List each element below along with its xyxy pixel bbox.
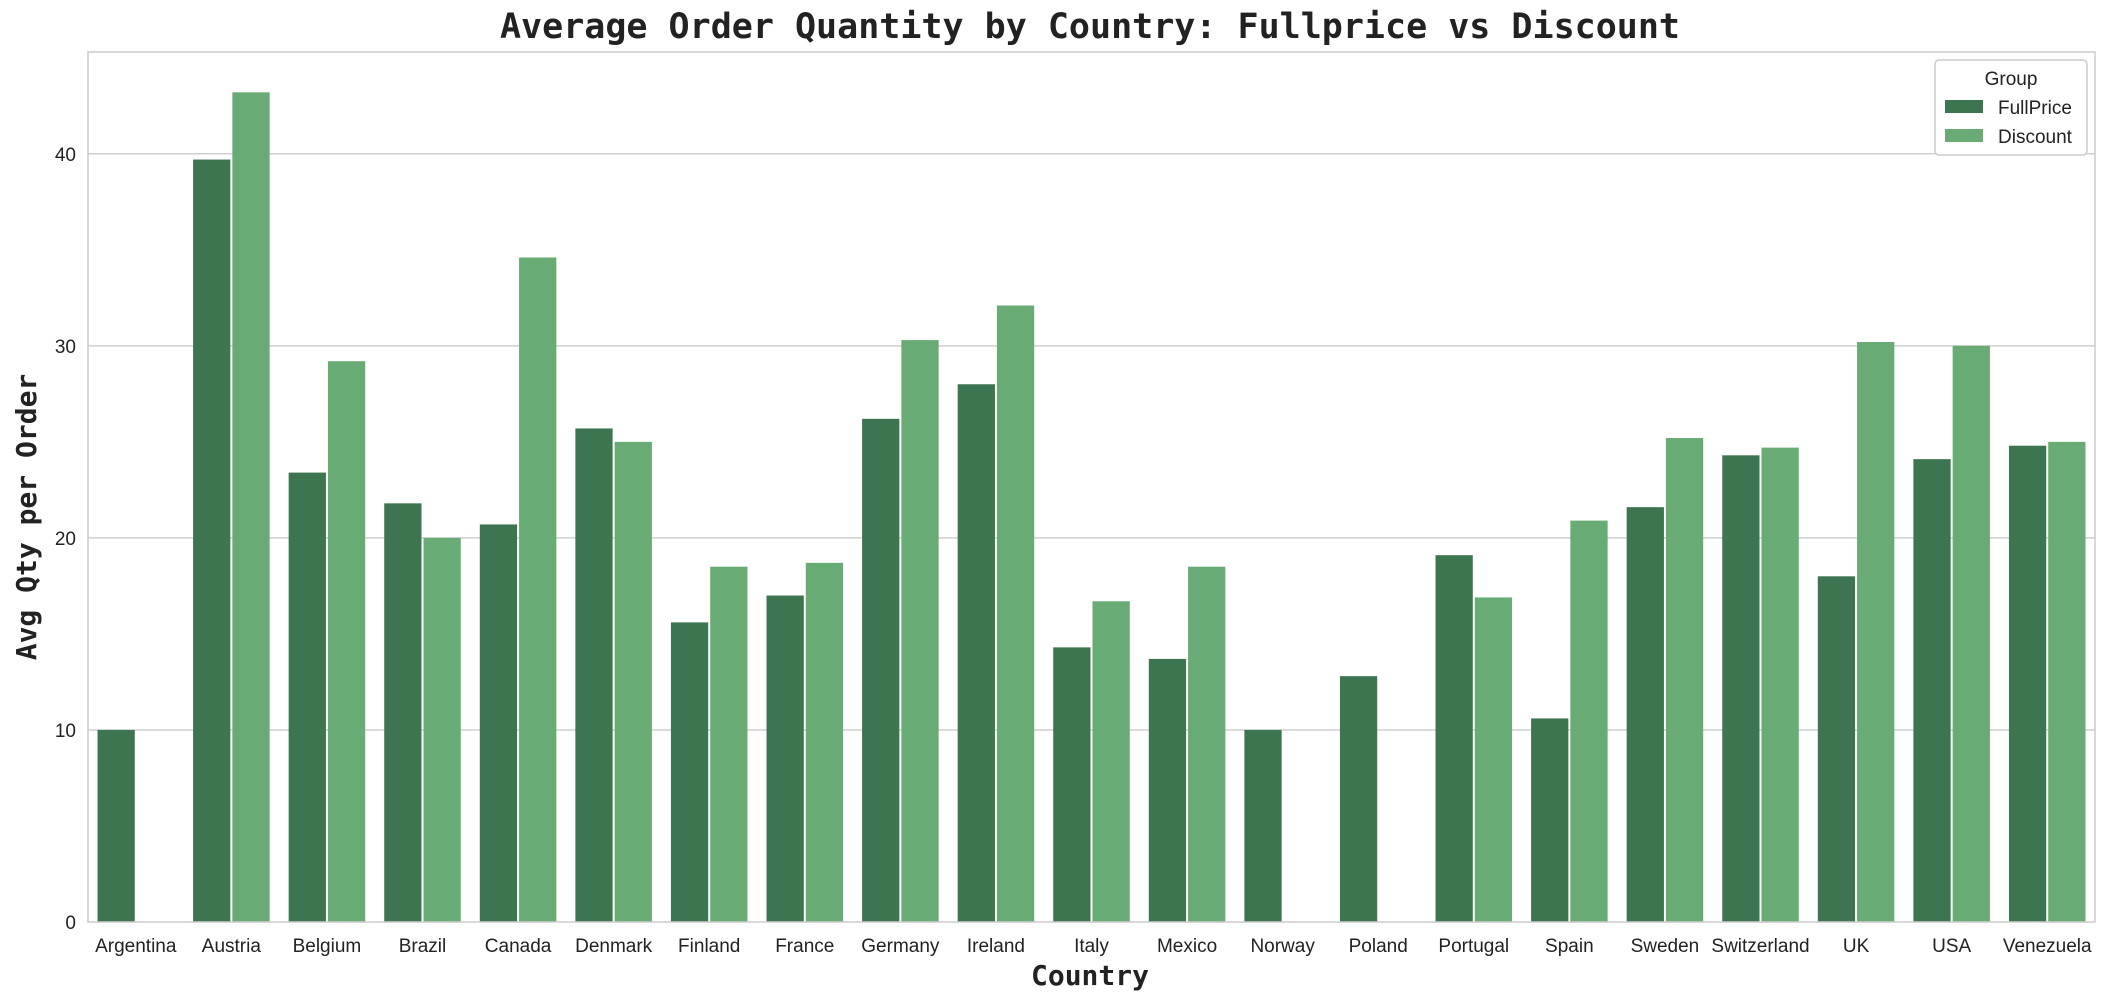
x-tick-denmark: Denmark	[575, 936, 653, 957]
bar-belgium-discount	[327, 361, 366, 922]
chart-title: Average Order Quantity by Country: Fullp…	[500, 7, 1680, 47]
x-tick-austria: Austria	[202, 936, 262, 957]
y-axis-label: Avg Qty per Order	[10, 374, 43, 661]
x-tick-venezuela: Venezuela	[2003, 936, 2092, 957]
bar-denmark-discount	[614, 441, 652, 922]
bar-germany-discount	[901, 340, 939, 922]
bar-uk-discount	[1857, 342, 1895, 922]
legend-title: Group	[1985, 69, 2038, 90]
bar-portugal-discount	[1474, 597, 1513, 922]
y-tick-labels: 0 10 20 30 40	[55, 145, 76, 934]
x-tick-uk: UK	[1843, 936, 1870, 957]
bar-germany-fullprice	[862, 418, 900, 922]
x-tick-portugal: Portugal	[1438, 936, 1509, 957]
bar-austria-discount	[232, 92, 270, 923]
legend: Group FullPrice Discount	[1934, 59, 2088, 156]
x-tick-norway: Norway	[1250, 936, 1315, 957]
x-tick-labels: Argentina Austria Belgium Brazil Canada Denma…	[95, 936, 2092, 957]
y-tick-20: 20	[55, 529, 76, 550]
bar-ireland-fullprice	[957, 384, 995, 922]
x-tick-switzerland: Switzerland	[1711, 936, 1809, 957]
bars	[97, 92, 2086, 923]
y-tick-10: 10	[55, 721, 76, 742]
bar-spain-fullprice	[1531, 718, 1569, 922]
x-tick-finland: Finland	[678, 936, 740, 957]
x-tick-argentina: Argentina	[95, 936, 177, 957]
bar-venezuela-discount	[2048, 441, 2086, 922]
x-tick-belgium: Belgium	[293, 936, 362, 957]
bar-usa-fullprice	[1913, 459, 1951, 922]
y-tick-40: 40	[55, 145, 76, 166]
bar-sweden-fullprice	[1626, 507, 1664, 922]
bar-uk-fullprice	[1817, 576, 1856, 922]
bar-mexico-discount	[1188, 566, 1226, 922]
bar-canada-fullprice	[479, 524, 518, 922]
bar-mexico-fullprice	[1148, 658, 1187, 922]
bar-sweden-discount	[1665, 438, 1704, 922]
bar-canada-discount	[519, 257, 557, 922]
bar-portugal-fullprice	[1435, 555, 1473, 922]
bar-denmark-fullprice	[575, 428, 613, 922]
bar-italy-fullprice	[1053, 647, 1091, 922]
legend-label-discount: Discount	[1998, 127, 2073, 148]
bar-brazil-fullprice	[384, 503, 422, 922]
grid-lines	[88, 153, 2095, 731]
bar-switzerland-discount	[1761, 447, 1799, 922]
bar-finland-fullprice	[670, 622, 709, 922]
legend-swatch-fullprice	[1945, 100, 1983, 113]
bar-argentina-fullprice	[97, 729, 135, 922]
bar-norway-fullprice	[1244, 729, 1282, 922]
bar-france-discount	[805, 562, 844, 922]
x-tick-usa: USA	[1932, 936, 1971, 957]
x-tick-sweden: Sweden	[1631, 936, 1700, 957]
x-tick-brazil: Brazil	[399, 936, 447, 957]
x-tick-france: France	[775, 936, 834, 957]
bar-venezuela-fullprice	[2008, 445, 2047, 922]
x-tick-ireland: Ireland	[967, 936, 1025, 957]
y-tick-30: 30	[55, 337, 76, 358]
plot-frame	[87, 51, 2096, 923]
bar-poland-fullprice	[1339, 676, 1378, 922]
bar-france-fullprice	[766, 595, 804, 922]
x-tick-germany: Germany	[861, 936, 940, 957]
x-tick-mexico: Mexico	[1157, 936, 1217, 957]
x-tick-spain: Spain	[1545, 936, 1594, 957]
x-axis-label: Country	[1031, 959, 1149, 992]
bar-italy-discount	[1092, 601, 1130, 922]
x-tick-italy: Italy	[1074, 936, 1109, 957]
bar-austria-fullprice	[193, 159, 231, 922]
bar-spain-discount	[1570, 520, 1608, 922]
legend-label-fullprice: FullPrice	[1998, 98, 2072, 119]
y-tick-0: 0	[65, 913, 76, 934]
bar-ireland-discount	[996, 305, 1035, 922]
bar-belgium-fullprice	[288, 472, 326, 922]
x-tick-canada: Canada	[485, 936, 552, 957]
legend-swatch-discount	[1945, 129, 1983, 142]
bar-usa-discount	[1952, 345, 1990, 922]
x-tick-poland: Poland	[1349, 936, 1408, 957]
bar-brazil-discount	[423, 537, 461, 922]
bar-finland-discount	[710, 566, 748, 922]
bar-switzerland-fullprice	[1722, 455, 1760, 922]
